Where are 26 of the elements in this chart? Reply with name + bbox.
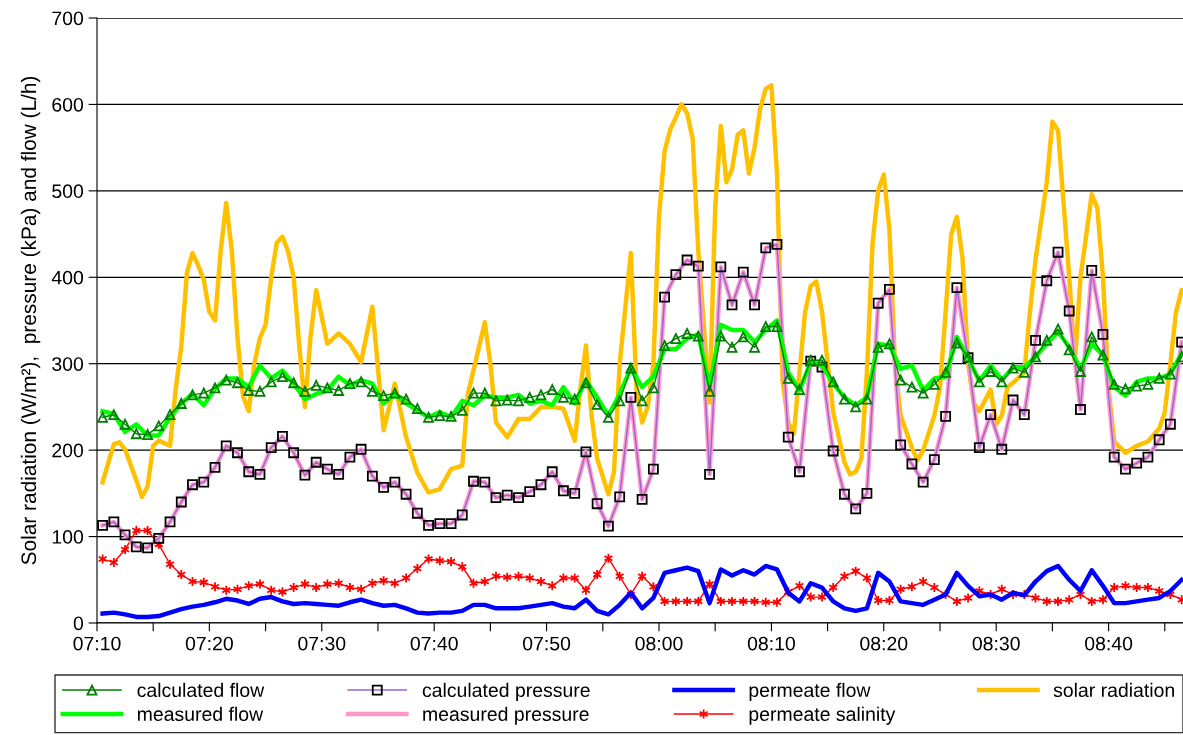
y-tick-label: 400 <box>51 270 84 285</box>
x-tick-label: 07:20 <box>185 636 233 651</box>
x-tick-label: 08:30 <box>972 636 1020 651</box>
legend-label: measured pressure <box>423 706 589 725</box>
x-tick-label: 08:20 <box>860 636 908 651</box>
x-tick-label: 07:50 <box>522 636 571 651</box>
legend-label: solar radiation <box>1053 682 1174 698</box>
y-tick-label: 300 <box>52 357 84 371</box>
y-tick-label: 100 <box>52 530 84 544</box>
x-tick-label: 07:10 <box>73 636 121 651</box>
y-axis-title: Solar radiation (W/m²), pressure (kPa) and flow (L/h) <box>20 76 41 565</box>
y-tick-label: 600 <box>52 97 84 112</box>
legend-label: permeate flow <box>749 682 871 701</box>
x-tick-label: 08:00 <box>635 636 683 651</box>
y-tick-label: 0 <box>73 616 84 631</box>
x-tick-label: 07:30 <box>298 636 346 651</box>
y-tick-label: 700 <box>52 11 84 26</box>
x-tick-label: 07:40 <box>410 636 458 651</box>
legend-label: measured flow <box>137 706 264 722</box>
y-tick-label: 500 <box>52 184 84 199</box>
legend-label: calculated pressure <box>422 682 590 701</box>
y-tick-label: 200 <box>52 443 84 458</box>
x-tick-label: 08:10 <box>747 636 795 651</box>
legend-label: calculated flow <box>137 682 265 698</box>
legend-label: permeate salinity <box>749 706 896 725</box>
x-tick-label: 08:40 <box>1085 636 1133 651</box>
